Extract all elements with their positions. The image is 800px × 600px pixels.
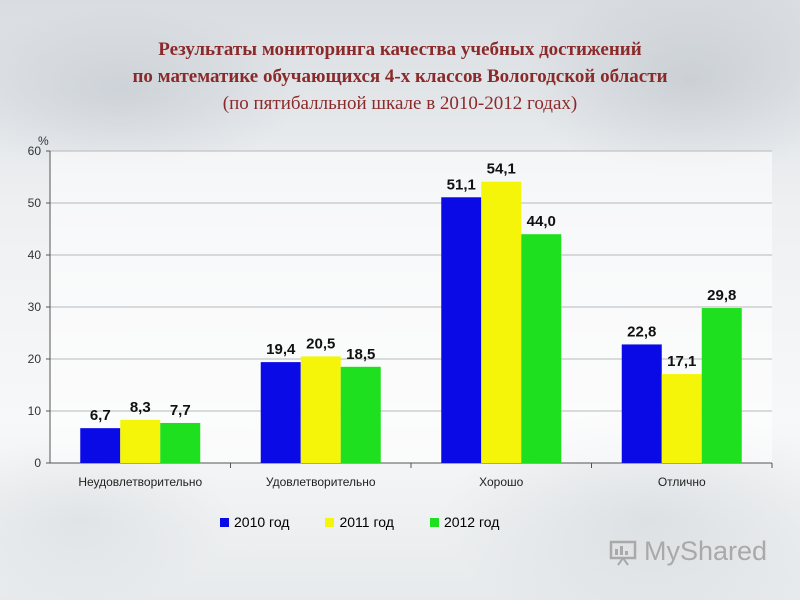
x-tick-label: Хорошо: [479, 475, 524, 489]
legend-item: 2012 год: [429, 514, 500, 530]
data-label: 19,4: [266, 341, 296, 358]
chart-title: Результаты мониторинга качества учебных …: [0, 36, 800, 117]
x-tick-label: Отлично: [658, 475, 706, 489]
title-line-1: Результаты мониторинга качества учебных …: [158, 39, 642, 60]
bar: [441, 197, 482, 463]
bar: [300, 356, 341, 463]
legend-label: 2010 год: [234, 514, 290, 530]
data-label: 44,0: [527, 213, 556, 230]
watermark-text: MyShared: [644, 536, 768, 566]
presentation-board-icon: [609, 540, 637, 566]
data-label: 29,8: [707, 287, 736, 304]
data-label: 18,5: [346, 346, 375, 363]
bar: [701, 308, 742, 463]
bar: [120, 419, 161, 463]
bar: [160, 422, 201, 463]
legend-label: 2011 год: [339, 514, 394, 530]
bar: [481, 181, 522, 463]
y-tick-label: 60: [28, 144, 42, 158]
y-tick-label: 20: [28, 352, 42, 366]
bar: [621, 344, 662, 463]
data-label: 8,3: [130, 399, 151, 416]
data-label: 51,1: [447, 176, 476, 193]
y-tick-label: 0: [34, 456, 41, 470]
legend-swatch: [325, 517, 335, 527]
bar: [661, 374, 702, 463]
y-tick-label: 10: [28, 404, 42, 418]
data-label: 22,8: [627, 323, 656, 340]
data-label: 7,7: [170, 402, 191, 419]
title-line-3: (по пятибалльной шкале в 2010-2012 годах…: [222, 93, 578, 114]
bar: [80, 428, 121, 463]
y-tick-label: 30: [28, 300, 42, 314]
y-tick-label: 40: [28, 248, 42, 262]
data-label: 6,7: [90, 407, 111, 424]
bar: [521, 234, 562, 463]
chart-legend: 2010 год 2011 год 2012 год: [220, 514, 499, 530]
title-line-2: по математике обучающихся 4-х классов Во…: [132, 66, 668, 87]
y-tick-label: 50: [28, 196, 42, 210]
legend-swatch: [429, 517, 439, 527]
legend-label: 2012 год: [443, 514, 500, 530]
y-axis-label: %: [38, 134, 49, 148]
x-tick-label: Неудовлетворительно: [78, 475, 202, 489]
legend-item: 2011 год: [325, 514, 394, 530]
data-label: 20,5: [306, 335, 335, 352]
bar: [340, 366, 381, 463]
legend-swatch: [220, 517, 229, 527]
bar: [260, 362, 301, 463]
data-label: 17,1: [667, 353, 696, 370]
legend-item: 2010 год: [220, 514, 289, 530]
x-tick-label: Удовлетворительно: [266, 475, 376, 489]
watermark: MyShared: [608, 536, 767, 567]
data-label: 54,1: [487, 161, 516, 178]
